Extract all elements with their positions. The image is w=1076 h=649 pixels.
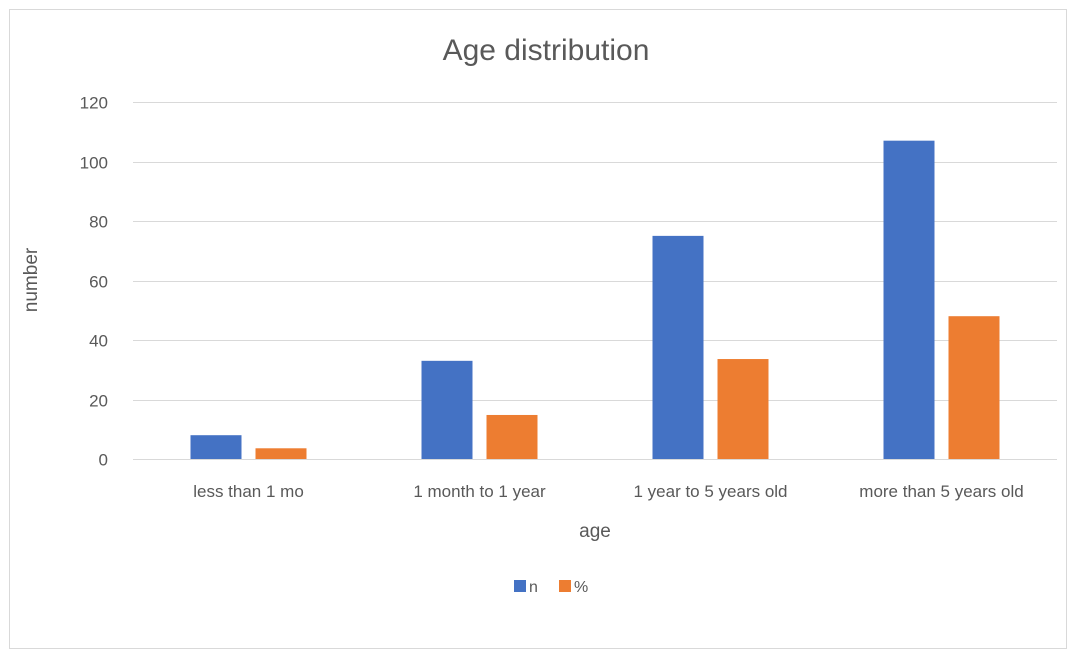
bar-percent-0: [255, 448, 307, 459]
bar-n-3: [883, 140, 935, 460]
y-tick-label: 100: [80, 154, 108, 173]
x-tick-label: less than 1 mo: [193, 482, 304, 501]
x-axis-tick-labels: less than 1 mo 1 month to 1 year 1 year to…: [193, 482, 1023, 501]
chart-title: Age distribution: [443, 34, 650, 67]
legend-swatch-percent: [559, 580, 571, 592]
bar-n-2: [652, 235, 704, 459]
y-axis-tick-labels: 0 20 40 60 80 100 120: [80, 94, 108, 470]
x-tick-label: more than 5 years old: [859, 482, 1023, 501]
bar-percent-1: [486, 414, 538, 459]
legend-swatch-n: [514, 580, 526, 592]
y-tick-label: 0: [99, 451, 108, 470]
bars: [190, 140, 1000, 460]
y-tick-label: 40: [89, 332, 108, 351]
legend-label-percent: %: [574, 579, 588, 596]
y-tick-label: 80: [89, 213, 108, 232]
x-tick-label: 1 month to 1 year: [413, 482, 546, 501]
chart: Age distribution 0 20 40 60 80 100 120 less th…: [21, 34, 1057, 596]
legend-label-n: n: [529, 579, 538, 596]
y-tick-label: 20: [89, 392, 108, 411]
bar-percent-2: [717, 359, 769, 459]
x-tick-label: 1 year to 5 years old: [633, 482, 787, 501]
y-tick-label: 60: [89, 273, 108, 292]
legend: n%: [514, 579, 588, 596]
y-tick-label: 120: [80, 94, 108, 113]
x-axis-title: age: [579, 521, 611, 542]
bar-n-0: [190, 435, 242, 459]
bar-percent-3: [948, 316, 1000, 459]
y-axis-title: number: [21, 247, 42, 312]
bar-n-1: [421, 360, 473, 459]
